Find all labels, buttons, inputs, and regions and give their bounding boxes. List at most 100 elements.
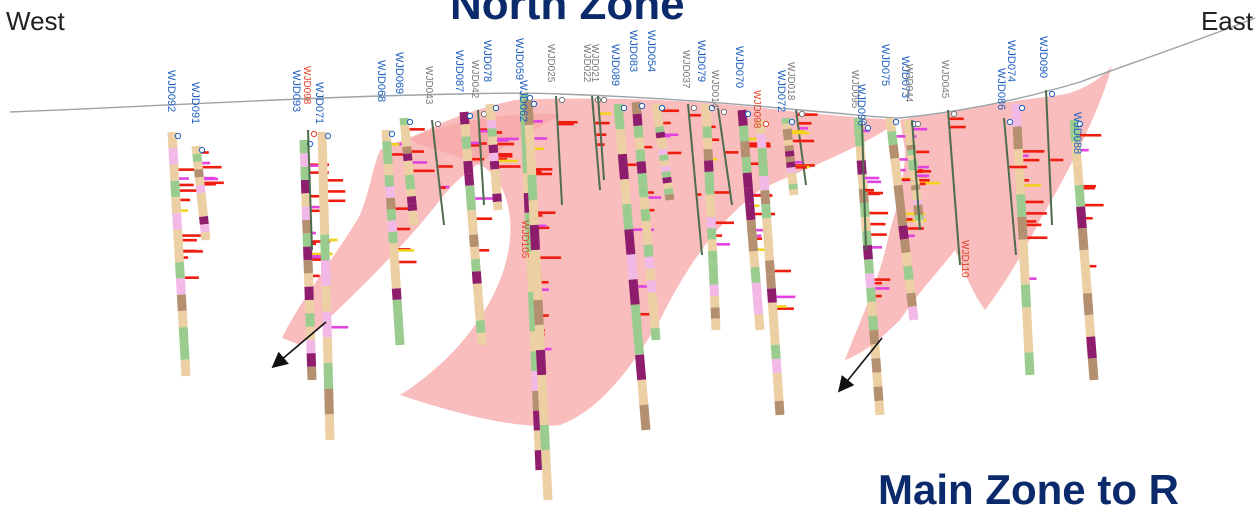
lithology-segment: [788, 135, 789, 141]
hole-label: WJD071: [313, 82, 325, 124]
lithology-segment: [631, 254, 633, 279]
lithology-segment: [1005, 133, 1006, 141]
assay-bar: [712, 126, 716, 129]
lithology-segment: [633, 280, 635, 305]
lithology-segment: [756, 283, 757, 299]
lithology-segment: [1027, 307, 1028, 330]
assay-bar: [398, 249, 414, 252]
hole-label: WJD068: [375, 60, 387, 102]
lithology-segment: [952, 162, 953, 172]
assay-bar: [412, 150, 424, 153]
lithology-segment: [728, 176, 729, 182]
lithology-segment: [872, 302, 873, 316]
lithology-segment: [466, 137, 467, 149]
lithology-segment: [389, 175, 390, 186]
collar-marker: [915, 121, 920, 126]
assay-bar: [796, 166, 807, 169]
lithology-segment: [914, 170, 915, 175]
drill-hole: WJD105: [519, 220, 530, 259]
lithology-segment: [492, 137, 493, 145]
lithology-segment: [745, 141, 746, 157]
lithology-segment: [531, 150, 532, 175]
lithology-segment: [956, 213, 957, 223]
assay-bar: [328, 199, 345, 202]
lithology-segment: [699, 223, 700, 234]
lithology-segment: [789, 146, 790, 152]
lithology-segment: [873, 316, 874, 330]
lithology-segment: [876, 358, 877, 372]
lithology-segment: [478, 296, 479, 308]
lithology-segment: [629, 229, 631, 254]
lithology-segment: [903, 226, 905, 239]
lithology-segment: [1007, 156, 1008, 164]
lithology-segment: [636, 102, 637, 114]
assay-bar: [908, 235, 914, 238]
assay-bar: [1009, 166, 1027, 169]
assay-bar: [534, 137, 547, 140]
lithology-segment: [635, 305, 637, 330]
lithology-segment: [747, 173, 748, 189]
lithology-segment: [711, 206, 712, 217]
lithology-segment: [904, 239, 906, 252]
assay-bar: [795, 161, 803, 164]
lithology-segment: [663, 155, 664, 161]
lithology-segment: [776, 359, 777, 373]
lithology-segment: [441, 199, 442, 208]
lithology-segment: [534, 331, 535, 351]
assay-bar: [203, 166, 222, 169]
lithology-segment: [172, 132, 173, 148]
lithology-segment: [183, 327, 184, 343]
lithology-segment: [708, 138, 709, 149]
lithology-segment: [326, 286, 327, 312]
lithology-segment: [743, 126, 744, 142]
assay-bar: [397, 228, 410, 231]
lithology-segment: [712, 228, 713, 239]
lithology-segment: [641, 162, 642, 174]
lithology-segment: [792, 179, 793, 185]
lithology-segment: [652, 292, 653, 304]
assay-bar: [536, 173, 552, 176]
hole-label: WJD021: [589, 44, 600, 83]
lithology-segment: [642, 173, 643, 185]
lithology-segment: [870, 274, 871, 288]
lithology-segment: [475, 259, 476, 271]
lithology-segment: [796, 110, 797, 114]
lithology-segment: [644, 197, 645, 209]
lithology-segment: [464, 112, 465, 124]
lithology-segment: [642, 380, 644, 405]
assay-bar: [870, 212, 889, 215]
lithology-segment: [714, 285, 715, 296]
assay-bar: [644, 146, 652, 149]
hole-label: WJD044: [903, 64, 914, 103]
lithology-segment: [440, 190, 441, 199]
collar-marker: [745, 111, 750, 116]
lithology-segment: [1021, 194, 1022, 217]
assay-bar: [917, 174, 929, 177]
hole-label: WJD042: [469, 60, 480, 99]
assay-bar: [1085, 204, 1104, 207]
lithology-segment: [763, 162, 764, 176]
lithology-segment: [494, 161, 495, 169]
lithology-segment: [793, 190, 794, 196]
assay-bar: [876, 295, 882, 298]
assay-bar: [792, 130, 805, 133]
drill-hole: WJD091: [189, 82, 224, 240]
assay-bar: [497, 131, 502, 134]
lithology-segment: [397, 300, 398, 311]
assay-bar: [538, 211, 555, 214]
lithology-segment: [477, 284, 478, 296]
lithology-segment: [730, 194, 731, 200]
lithology-segment: [712, 240, 713, 251]
lithology-segment: [396, 288, 397, 299]
lithology-segment: [954, 182, 955, 192]
lithology-segment: [731, 199, 732, 205]
lithology-segment: [725, 154, 726, 160]
assay-bar: [775, 270, 791, 273]
lithology-segment: [178, 230, 179, 246]
assay-bar: [690, 114, 701, 117]
lithology-segment: [547, 475, 548, 500]
lithology-segment: [778, 387, 779, 401]
collar-marker: [799, 111, 804, 116]
lithology-segment: [692, 147, 693, 158]
